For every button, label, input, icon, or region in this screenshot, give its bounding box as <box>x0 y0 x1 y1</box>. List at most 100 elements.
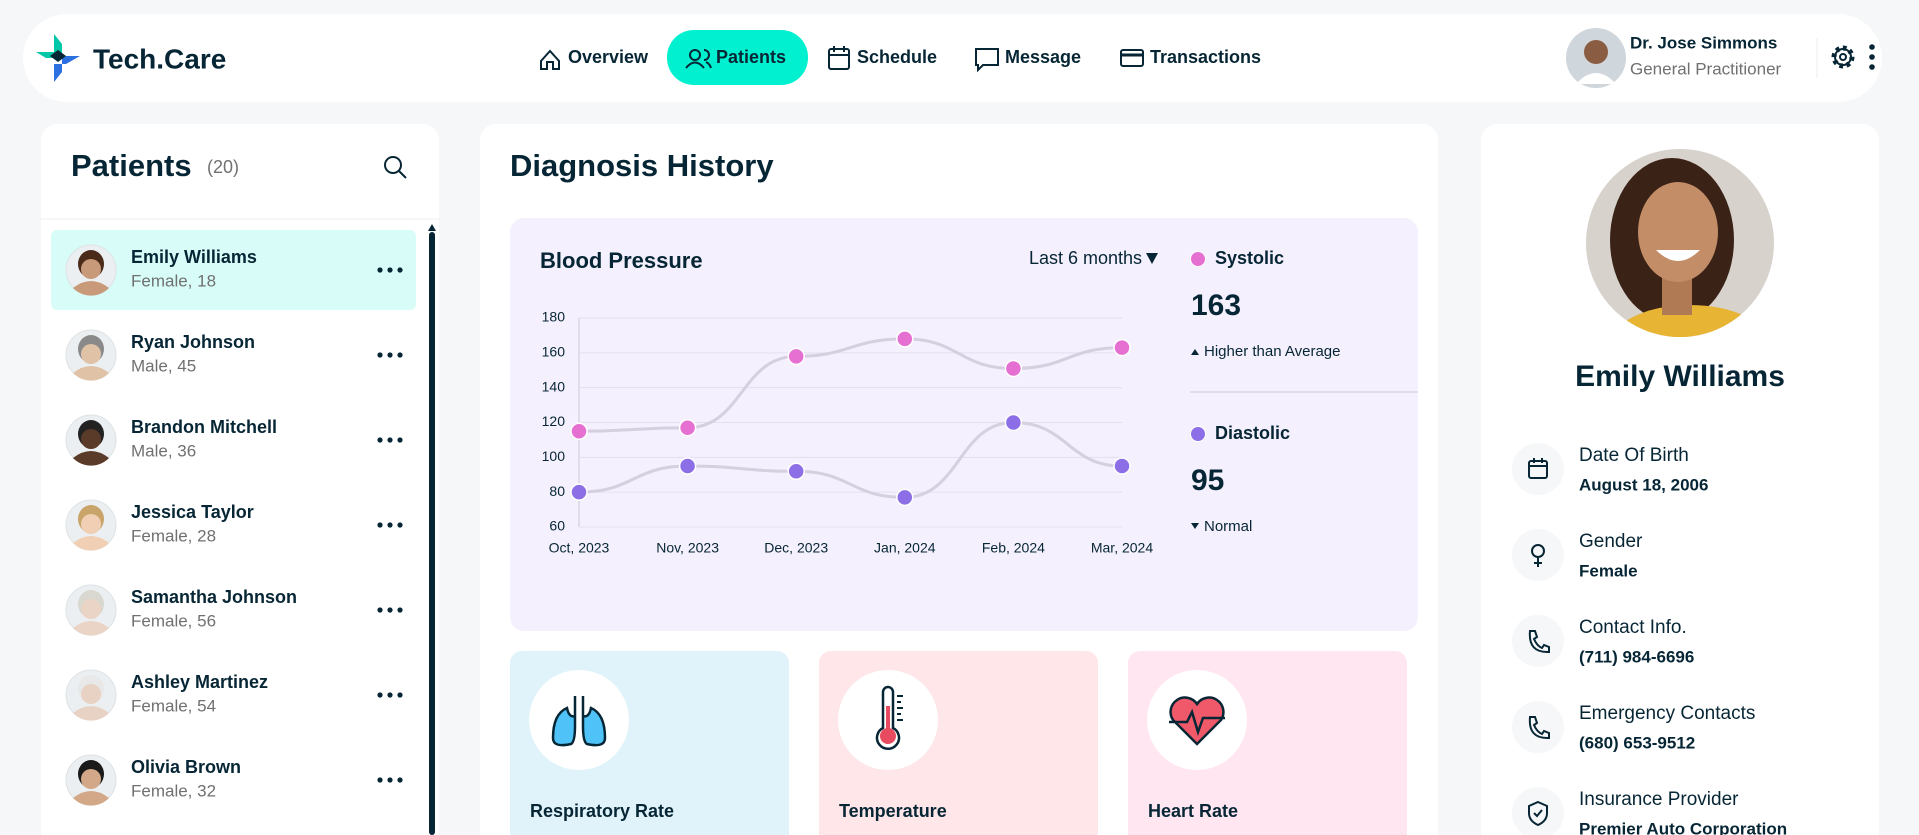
patient-item[interactable]: Brandon Mitchell Male, 36 <box>65 414 403 466</box>
patient-name[interactable]: Ryan Johnson <box>131 332 255 352</box>
search-glass <box>384 156 402 174</box>
more-dot[interactable] <box>397 777 403 783</box>
more-dot[interactable] <box>397 692 403 698</box>
nav-icon <box>685 49 712 69</box>
search-handle <box>398 170 407 179</box>
patient-avatar-body <box>73 451 109 466</box>
more-dot[interactable] <box>387 352 393 358</box>
more-dot[interactable] <box>397 437 403 443</box>
patient-avatar-body <box>73 366 109 381</box>
more-dot[interactable] <box>377 607 383 613</box>
more-dot[interactable] <box>377 352 383 358</box>
photo-smile <box>1656 250 1700 261</box>
nav-label[interactable]: Transactions <box>1150 47 1261 67</box>
series-line <box>578 420 1123 499</box>
more-dot[interactable] <box>377 267 383 273</box>
more-dot[interactable] <box>387 437 393 443</box>
gear <box>1839 53 1847 61</box>
nav-label[interactable]: Patients <box>716 47 786 67</box>
field-icon <box>1531 544 1545 567</box>
more-dot[interactable] <box>397 522 403 528</box>
more-dot[interactable] <box>387 692 393 698</box>
series-status: Higher than Average <box>1204 343 1341 360</box>
vital-label: Temperature <box>839 801 947 821</box>
patient-avatar-body <box>73 706 109 721</box>
nav-label[interactable]: Schedule <box>857 47 937 67</box>
patient-item[interactable]: Ashley Martinez Female, 54 <box>65 669 403 721</box>
patient-name[interactable]: Emily Williams <box>131 247 257 267</box>
more-dot[interactable] <box>387 522 393 528</box>
patient-name[interactable]: Jessica Taylor <box>131 502 254 522</box>
patient-info: Female, 32 <box>131 781 216 800</box>
more-dot[interactable] <box>397 352 403 358</box>
legend-dot <box>1190 426 1206 442</box>
patient-avatar-face <box>81 429 101 449</box>
settings-icon[interactable] <box>1831 45 1855 69</box>
patient-avatar-face <box>81 599 101 619</box>
more-dot[interactable] <box>377 692 383 698</box>
field-icon-bg <box>1512 615 1564 667</box>
more-dot[interactable] <box>377 522 383 528</box>
more-dot[interactable] <box>377 777 383 783</box>
status-arrow <box>1191 349 1199 355</box>
y-tick-label: 80 <box>549 483 565 499</box>
chart-filter[interactable]: Last 6 months <box>1029 248 1142 268</box>
nav-icon-group <box>540 49 560 70</box>
data-point <box>570 422 588 440</box>
vital-label: Respiratory Rate <box>530 801 674 821</box>
patient-info: Female, 56 <box>131 611 216 630</box>
nav-icon <box>828 48 850 70</box>
y-tick-label: 180 <box>542 309 566 325</box>
patient-name[interactable]: Samantha Johnson <box>131 587 297 607</box>
more-dot[interactable] <box>1869 54 1875 60</box>
nav-label[interactable]: Overview <box>568 47 649 67</box>
patient-item[interactable]: Jessica Taylor Female, 28 <box>65 499 403 551</box>
patient-name[interactable]: Olivia Brown <box>131 757 241 777</box>
field-icon <box>1528 630 1550 654</box>
nav-item[interactable]: Schedule <box>857 47 937 67</box>
data-point <box>678 418 697 437</box>
more-dot[interactable] <box>387 267 393 273</box>
field-icon <box>1528 716 1550 740</box>
field-value: (680) 653-9512 <box>1579 733 1695 752</box>
more-dot[interactable] <box>397 267 403 273</box>
more-dot[interactable] <box>387 777 393 783</box>
legend-label: Diastolic <box>1215 423 1290 443</box>
field-label: Emergency Contacts <box>1579 703 1755 724</box>
more-dot[interactable] <box>1869 64 1875 70</box>
status-arrow <box>1191 523 1199 529</box>
vital-icon-bg <box>529 670 629 770</box>
patient-name[interactable]: Ashley Martinez <box>131 672 268 692</box>
field-value: August 18, 2006 <box>1579 475 1708 494</box>
patient-item[interactable]: Ryan Johnson Male, 45 <box>65 329 403 381</box>
patient-item[interactable]: Emily Williams Female, 18 <box>51 230 416 310</box>
nav-icon <box>975 48 999 73</box>
more-dot[interactable] <box>397 607 403 613</box>
more-dot[interactable] <box>387 607 393 613</box>
scroll-arrow <box>428 224 436 231</box>
nav-item[interactable]: Message <box>1005 47 1081 67</box>
nav-item[interactable]: Overview <box>568 47 649 67</box>
photo-face <box>1638 182 1718 282</box>
patient-info: Male, 45 <box>131 356 196 375</box>
field-label: Date Of Birth <box>1579 445 1689 466</box>
patient-name[interactable]: Brandon Mitchell <box>131 417 277 437</box>
more-dot[interactable] <box>1869 44 1875 50</box>
patient-item[interactable]: Samantha Johnson Female, 56 <box>65 584 403 636</box>
search-icon[interactable] <box>384 156 407 179</box>
top-bar <box>23 14 1882 102</box>
more-dot[interactable] <box>377 437 383 443</box>
doctor-avatar-face <box>1584 40 1608 64</box>
field-value: (711) 984-6696 <box>1579 647 1694 666</box>
field-icon-bg <box>1512 787 1564 835</box>
nav-label[interactable]: Message <box>1005 47 1081 67</box>
vital-icon <box>1169 696 1225 746</box>
series-latest: 163 <box>1191 289 1241 322</box>
doctor-name: Dr. Jose Simmons <box>1630 33 1777 52</box>
field-icon-bg <box>1512 701 1564 753</box>
field-value: Premier Auto Corporation <box>1579 819 1787 835</box>
patient-item[interactable]: Olivia Brown Female, 32 <box>65 754 403 806</box>
field-value: Female <box>1579 561 1638 580</box>
nav-item[interactable]: Patients <box>716 47 786 67</box>
nav-item[interactable]: Transactions <box>1150 47 1261 67</box>
